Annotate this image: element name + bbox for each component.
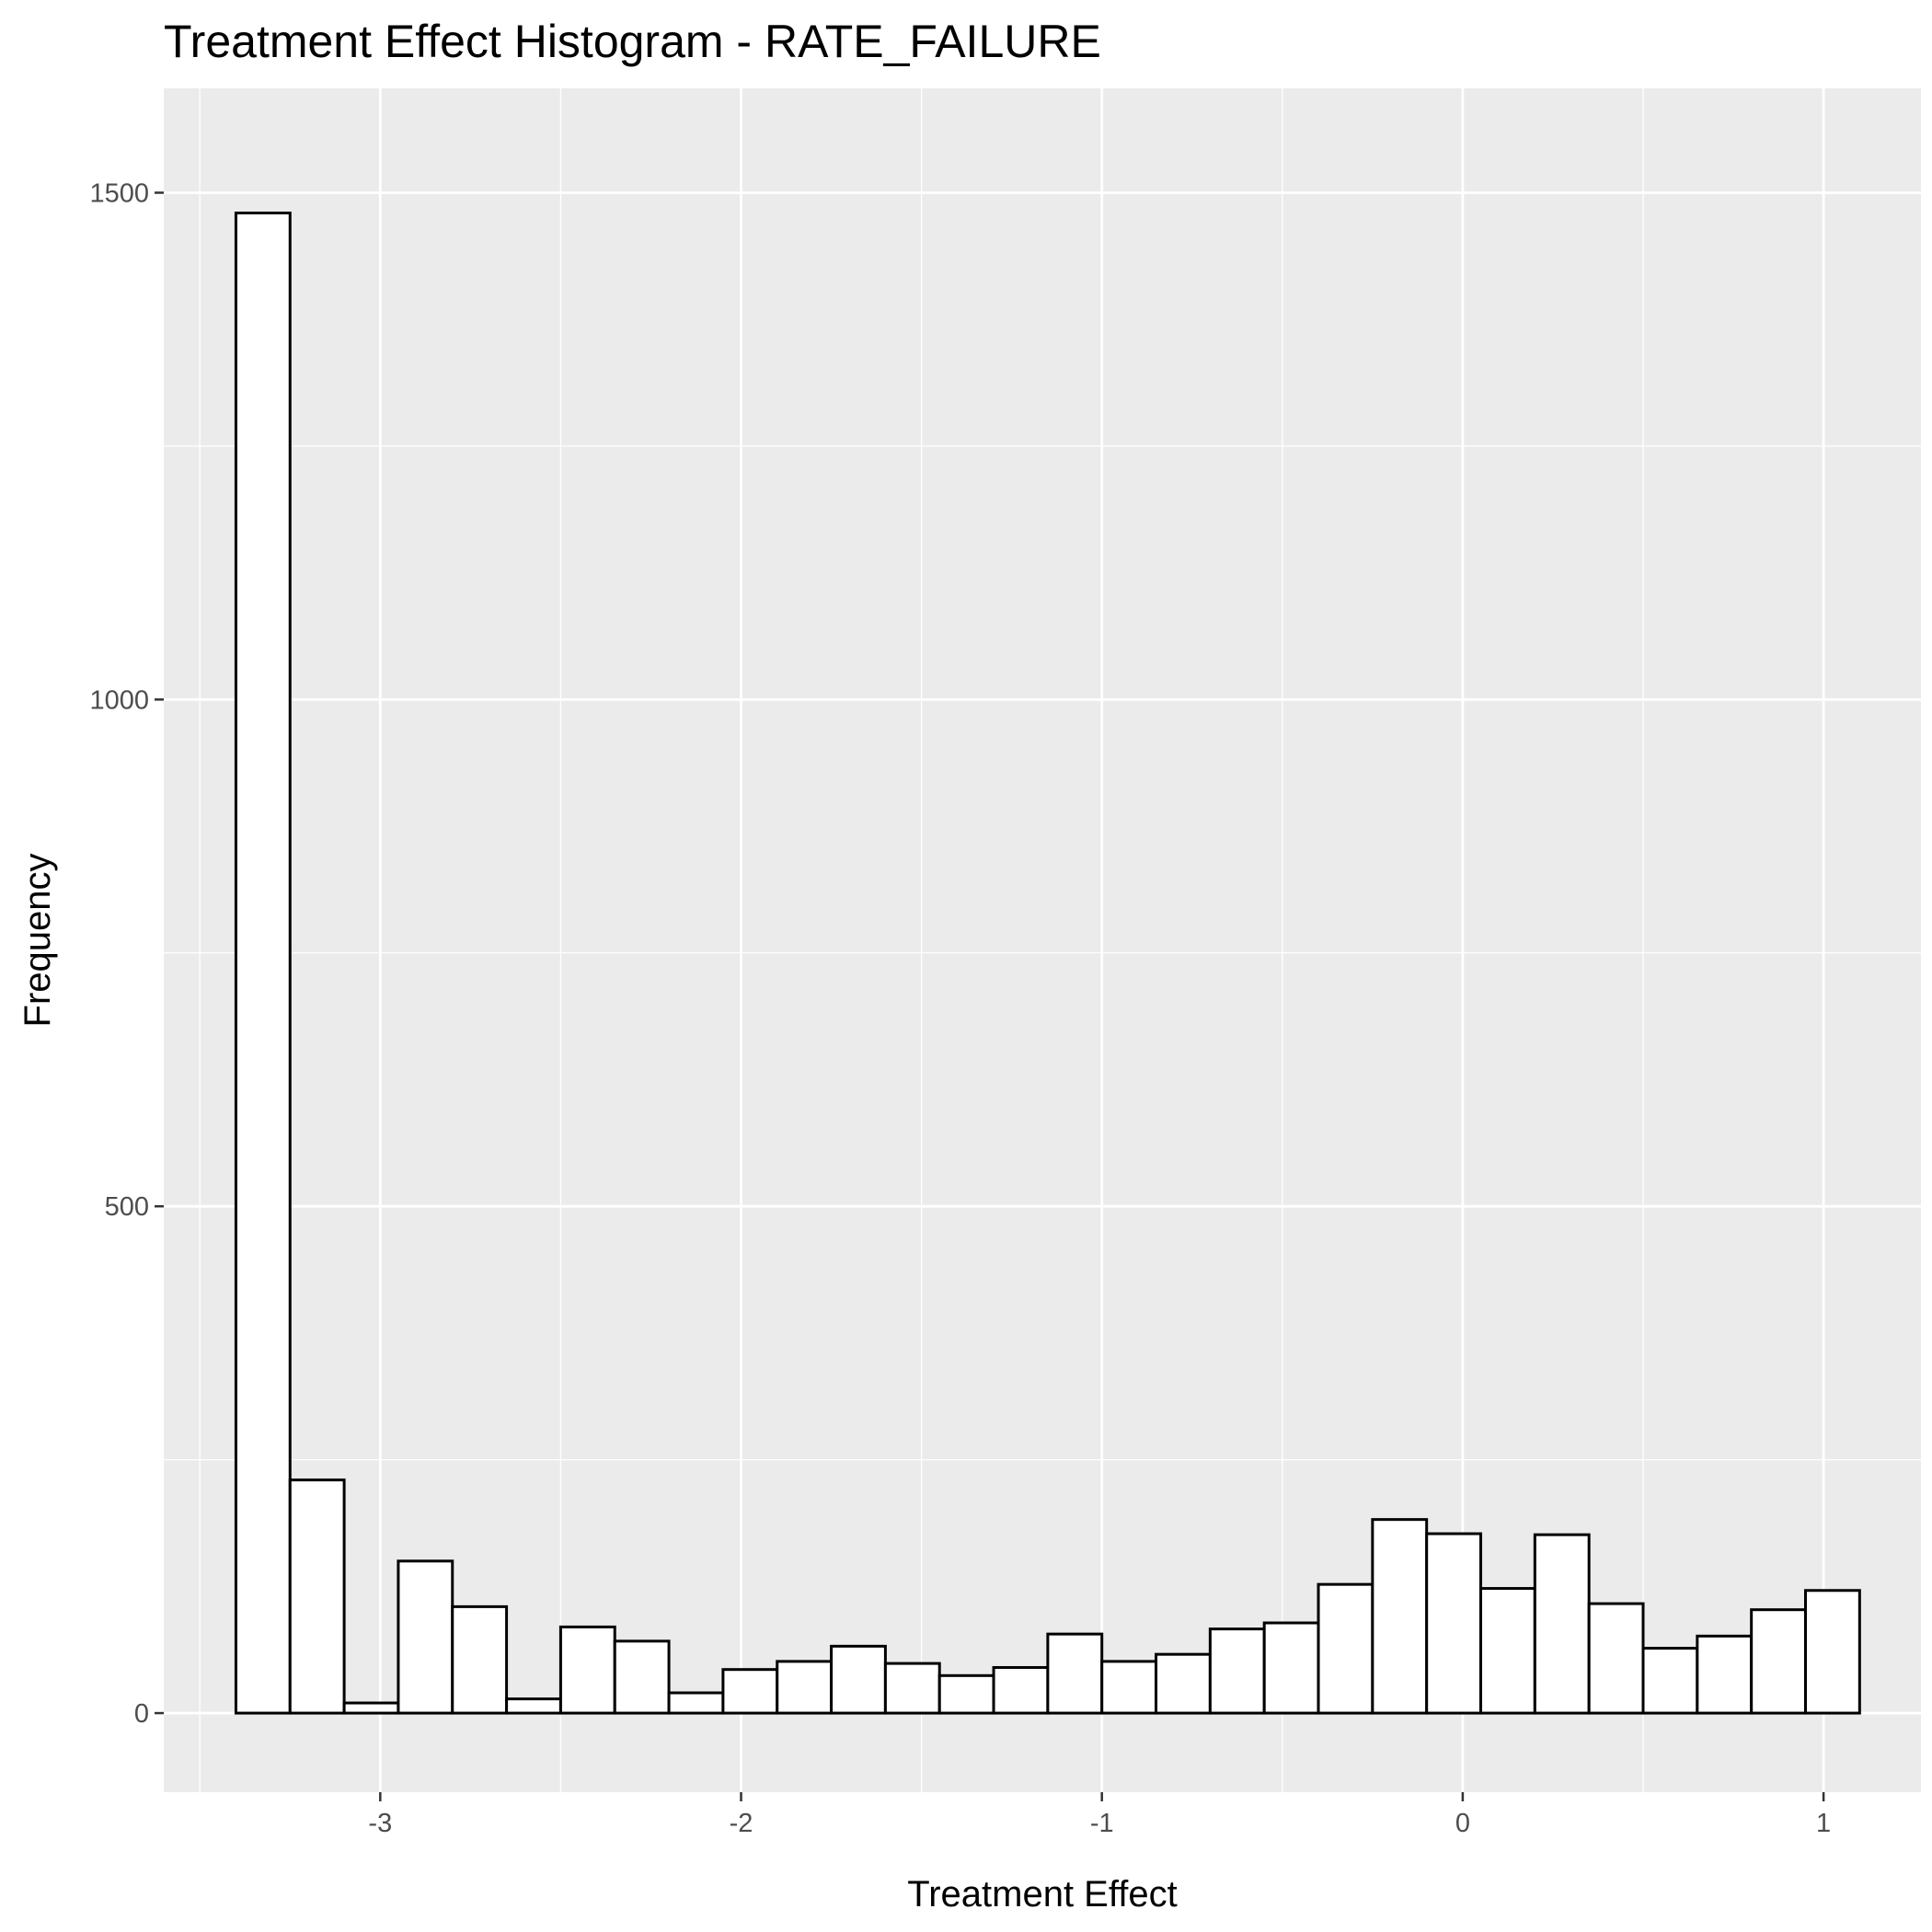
histogram-bar [1803,1589,1861,1715]
x-tick-label: -1 [1090,1809,1114,1838]
histogram-bar [1425,1532,1483,1715]
histogram-bar [1155,1652,1212,1715]
histogram-bar [1208,1627,1266,1715]
chart-title: Treatment Effect Histogram - RATE_FAILUR… [164,16,1101,67]
histogram-bar [558,1625,616,1715]
histogram-bar [451,1604,509,1715]
histogram-bar [234,212,292,1715]
minor-gridlines [164,88,1921,1792]
histogram-bar [1587,1602,1645,1715]
histogram-bar [397,1559,454,1715]
x-tick-label: -2 [730,1809,753,1838]
histogram-bar [721,1668,779,1715]
y-tick-label: 500 [105,1192,149,1222]
histogram-bar [505,1697,562,1715]
histogram-bar [613,1639,671,1715]
x-tick-label: 1 [1816,1809,1831,1838]
histogram-bar [776,1660,834,1715]
histogram-bar [1750,1608,1807,1715]
histogram-bar [1046,1632,1104,1715]
histogram-bar [667,1691,725,1715]
histogram-bar [288,1478,346,1715]
histogram-bar [937,1673,995,1715]
histogram-bar [883,1662,941,1715]
histogram-bar [1479,1587,1536,1715]
histogram-bar [1262,1621,1320,1715]
x-tick-label: 0 [1455,1809,1470,1838]
histogram-bar [1533,1533,1591,1715]
plot-panel [164,88,1921,1792]
x-axis: -3 -2 -1 0 1 [368,1792,1831,1838]
histogram-bar [342,1701,400,1715]
histogram-bar [1641,1647,1699,1715]
histogram-bar [1317,1582,1374,1715]
y-tick-label: 1000 [89,685,149,715]
y-axis-title: Frequency [17,854,58,1028]
y-tick-label: 0 [134,1699,149,1729]
x-tick-label: -3 [368,1809,392,1838]
histogram-bars [234,212,1861,1715]
histogram-bar [830,1644,887,1715]
x-axis-title: Treatment Effect [907,1874,1177,1915]
histogram-bar [1100,1660,1158,1715]
histogram-bar [1371,1518,1429,1715]
y-axis: 0 500 1000 1500 [89,178,164,1729]
histogram-bar [1696,1634,1754,1715]
y-tick-label: 1500 [89,178,149,208]
histogram-bar [992,1665,1050,1715]
